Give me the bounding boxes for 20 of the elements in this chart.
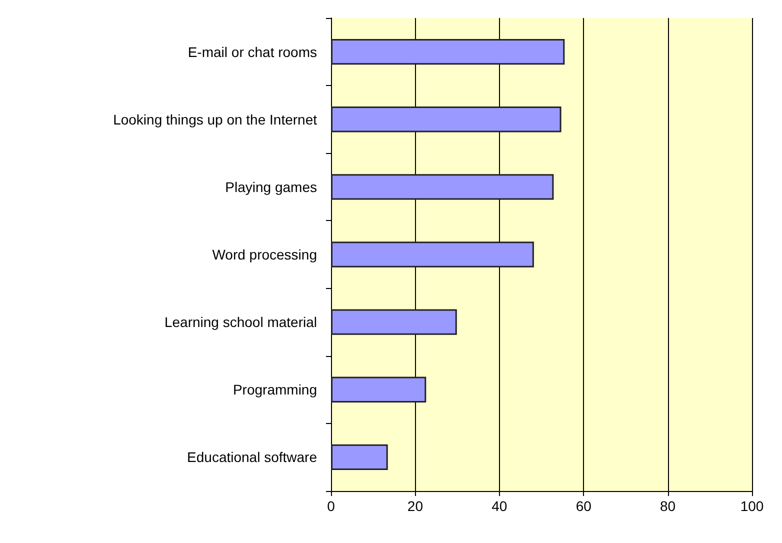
- y-tick-label: E-mail or chat rooms: [188, 44, 317, 60]
- y-tick-label: Word processing: [212, 246, 317, 262]
- x-tick-label: 60: [576, 498, 592, 514]
- x-tick-label: 0: [327, 498, 336, 514]
- bar: [331, 106, 562, 132]
- x-tick-label: 100: [740, 498, 764, 514]
- bar: [331, 376, 426, 402]
- x-tick-label: 80: [660, 498, 676, 514]
- y-tick-label: Programming: [232, 382, 317, 398]
- y-tick-label: Looking things up on the Internet: [113, 111, 318, 128]
- y-tick-label: Playing games: [225, 178, 317, 195]
- x-tick-label: 40: [492, 498, 508, 514]
- y-tick-label: Educational software: [187, 449, 318, 466]
- bar: [331, 242, 534, 268]
- bar: [331, 174, 554, 200]
- x-tick-label: 20: [407, 498, 424, 514]
- bar: [331, 444, 388, 470]
- bar: [331, 309, 457, 335]
- y-tick-label: Learning school material: [164, 314, 317, 330]
- bar: [331, 38, 565, 65]
